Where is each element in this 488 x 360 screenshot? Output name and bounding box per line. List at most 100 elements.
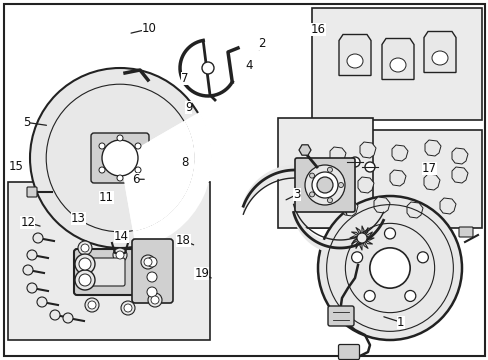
FancyBboxPatch shape — [27, 187, 37, 197]
FancyBboxPatch shape — [458, 227, 472, 237]
Polygon shape — [406, 202, 422, 218]
Circle shape — [384, 228, 395, 239]
Circle shape — [135, 167, 141, 173]
Text: 9: 9 — [184, 101, 192, 114]
Circle shape — [317, 196, 461, 340]
Circle shape — [88, 301, 96, 309]
Polygon shape — [423, 32, 455, 72]
Polygon shape — [373, 197, 389, 213]
Text: 18: 18 — [176, 234, 193, 247]
Ellipse shape — [346, 54, 362, 68]
Circle shape — [33, 233, 43, 243]
Circle shape — [143, 258, 152, 266]
Text: 11: 11 — [99, 191, 114, 204]
Text: 3: 3 — [285, 188, 300, 201]
Circle shape — [85, 298, 99, 312]
Text: 17: 17 — [421, 162, 436, 175]
Polygon shape — [359, 142, 375, 158]
Ellipse shape — [389, 58, 405, 72]
Polygon shape — [341, 200, 357, 216]
Polygon shape — [298, 145, 310, 155]
Polygon shape — [451, 167, 467, 183]
Circle shape — [102, 140, 138, 176]
FancyBboxPatch shape — [74, 249, 136, 295]
Polygon shape — [338, 35, 370, 76]
Circle shape — [50, 310, 60, 320]
Bar — [8, 182, 209, 340]
Text: 19: 19 — [194, 267, 211, 280]
Circle shape — [349, 157, 359, 167]
Circle shape — [141, 255, 155, 269]
Wedge shape — [120, 112, 212, 249]
Circle shape — [364, 162, 374, 172]
Circle shape — [345, 223, 434, 312]
Circle shape — [37, 297, 47, 307]
FancyBboxPatch shape — [132, 239, 173, 303]
Circle shape — [79, 274, 91, 286]
Polygon shape — [391, 145, 407, 161]
Circle shape — [27, 283, 37, 293]
Polygon shape — [451, 148, 467, 164]
Polygon shape — [327, 172, 343, 188]
Circle shape — [364, 291, 374, 301]
Circle shape — [27, 250, 37, 260]
Circle shape — [327, 198, 332, 203]
Text: 4: 4 — [245, 59, 252, 72]
Circle shape — [147, 257, 157, 267]
Text: 13: 13 — [71, 212, 85, 225]
Circle shape — [79, 258, 91, 270]
Circle shape — [23, 265, 33, 275]
Circle shape — [124, 304, 132, 312]
Circle shape — [202, 62, 214, 74]
Ellipse shape — [431, 51, 447, 65]
Circle shape — [117, 135, 123, 141]
Polygon shape — [381, 39, 413, 80]
Circle shape — [113, 248, 127, 262]
Circle shape — [81, 244, 89, 252]
Circle shape — [305, 165, 345, 205]
Polygon shape — [424, 140, 440, 156]
Circle shape — [147, 272, 157, 282]
Circle shape — [417, 252, 427, 263]
Text: 7: 7 — [181, 72, 188, 85]
Circle shape — [151, 296, 159, 304]
Bar — [311, 8, 481, 120]
Polygon shape — [357, 177, 373, 193]
FancyBboxPatch shape — [294, 158, 354, 212]
Circle shape — [75, 270, 95, 290]
Text: 1: 1 — [383, 316, 404, 329]
Circle shape — [75, 254, 95, 274]
Text: 2: 2 — [257, 37, 265, 50]
Polygon shape — [423, 174, 439, 190]
FancyBboxPatch shape — [91, 133, 149, 183]
Bar — [311, 130, 481, 228]
Circle shape — [121, 301, 135, 315]
FancyBboxPatch shape — [327, 306, 353, 326]
Text: 14: 14 — [114, 230, 128, 243]
Circle shape — [356, 233, 366, 243]
Text: 8: 8 — [181, 156, 188, 169]
Text: 6: 6 — [132, 173, 144, 186]
Circle shape — [309, 192, 314, 197]
Polygon shape — [389, 170, 405, 186]
Circle shape — [135, 143, 141, 149]
FancyBboxPatch shape — [85, 258, 125, 286]
Circle shape — [99, 167, 105, 173]
Circle shape — [351, 252, 362, 263]
Circle shape — [117, 175, 123, 181]
Circle shape — [99, 143, 105, 149]
Text: 15: 15 — [9, 160, 23, 173]
Circle shape — [309, 173, 314, 178]
Circle shape — [404, 291, 415, 301]
Circle shape — [63, 313, 73, 323]
Circle shape — [78, 241, 92, 255]
Circle shape — [338, 183, 343, 188]
Wedge shape — [120, 121, 194, 231]
Circle shape — [316, 177, 332, 193]
Text: 12: 12 — [20, 216, 40, 229]
Bar — [278, 118, 372, 228]
Polygon shape — [439, 198, 455, 214]
Polygon shape — [329, 147, 346, 163]
Text: 5: 5 — [23, 116, 46, 129]
Text: 10: 10 — [131, 22, 156, 35]
